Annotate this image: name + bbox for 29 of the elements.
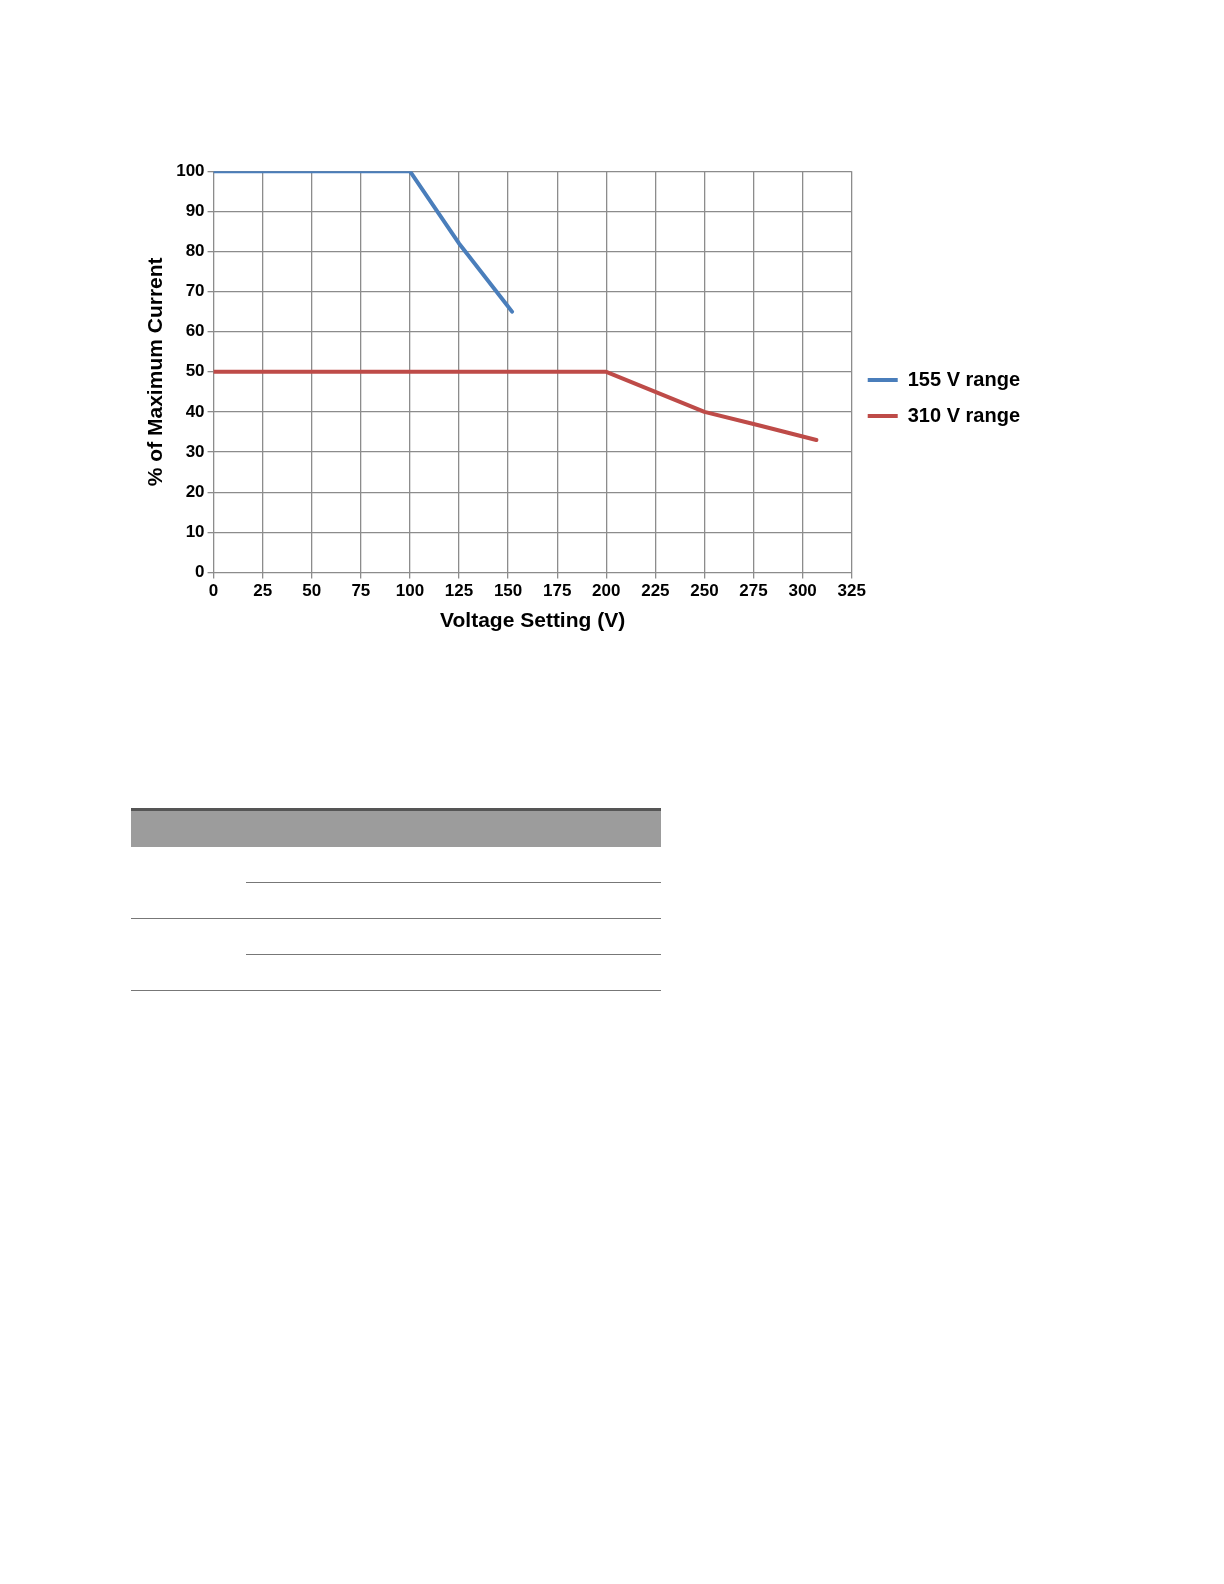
x-tick-label: 50 — [302, 581, 322, 601]
x-tick-label: 100 — [395, 581, 425, 601]
y-tick-label: 80 — [185, 241, 205, 261]
y-tick-label: 0 — [195, 562, 205, 582]
x-tick-label: 175 — [543, 581, 572, 601]
x-tick-label: 300 — [788, 581, 817, 601]
y-tick-label: 40 — [185, 401, 205, 421]
x-tick-label: 250 — [690, 581, 719, 601]
y-tick-label: 30 — [185, 441, 205, 461]
x-axis-title: Voltage Setting (V) — [440, 608, 626, 632]
x-tick-label: 25 — [253, 581, 273, 601]
y-axis-title: % of Maximum Current — [143, 257, 167, 487]
x-tick-label: 75 — [351, 581, 371, 601]
y-tick-label: 20 — [185, 481, 205, 501]
y-tick-label: 50 — [185, 361, 205, 381]
x-tick-label: 225 — [641, 581, 670, 601]
x-tick-label: 200 — [592, 581, 621, 601]
x-tick-label: 125 — [444, 581, 474, 601]
x-tick-label: 0 — [208, 581, 219, 601]
y-tick-label: 70 — [185, 281, 205, 301]
legend-label: 155 V range — [907, 367, 1021, 390]
y-tick-label: 10 — [185, 521, 205, 541]
y-tick-label: 60 — [185, 321, 205, 341]
y-tick-label: 90 — [185, 201, 205, 221]
y-tick-label: 100 — [176, 160, 205, 180]
x-tick-label: 325 — [837, 581, 866, 601]
x-tick-label: 275 — [739, 581, 768, 601]
legend-label: 310 V range — [907, 403, 1021, 426]
x-tick-label: 150 — [493, 581, 523, 601]
